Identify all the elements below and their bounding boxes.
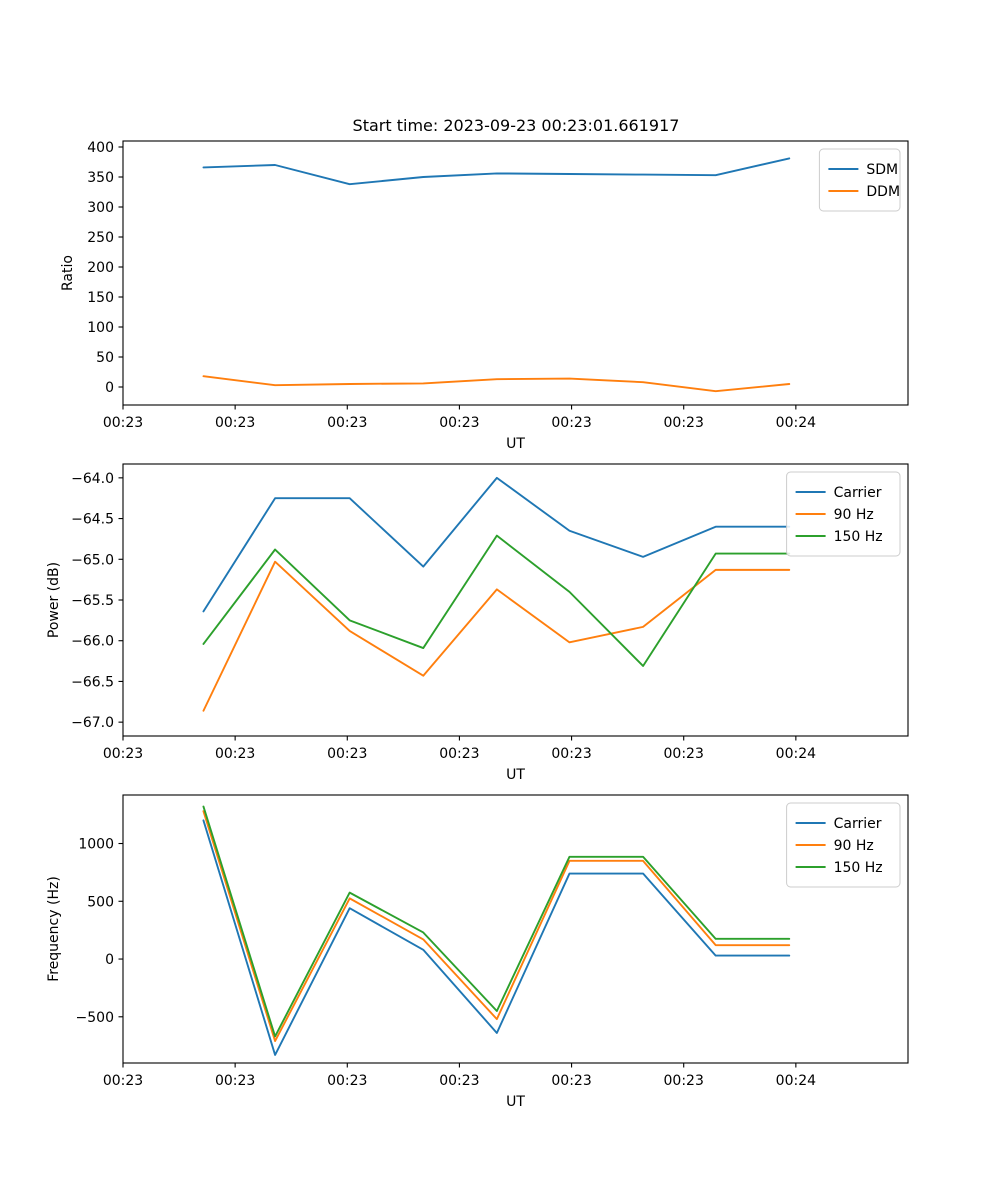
- y-tick-label: 400: [87, 140, 114, 156]
- y-tick-label: 250: [87, 230, 114, 246]
- x-tick-label: 00:23: [103, 746, 143, 762]
- page-title: Start time: 2023-09-23 00:23:01.661917: [353, 116, 680, 135]
- legend-label-150-hz[interactable]: 150 Hz: [834, 860, 883, 876]
- y-axis-label: Power (dB): [46, 562, 62, 638]
- x-tick-label: 00:23: [551, 415, 591, 431]
- series-line-150-hz: [202, 534, 791, 667]
- axes-frame: [122, 140, 909, 406]
- x-tick-label: 00:24: [776, 746, 816, 762]
- x-tick-label: 00:23: [103, 415, 143, 431]
- legend-label-sdm[interactable]: SDM: [866, 162, 898, 178]
- y-axis-label: Ratio: [60, 255, 76, 291]
- legend-label-150-hz[interactable]: 150 Hz: [834, 529, 883, 545]
- series-line-90-hz: [202, 560, 791, 712]
- series-line-sdm: [202, 157, 791, 186]
- x-tick-label: 00:23: [439, 1073, 479, 1089]
- y-tick-label: −64.5: [71, 512, 114, 528]
- x-tick-label: 00:23: [664, 415, 704, 431]
- x-axis-label: UT: [506, 1094, 525, 1110]
- y-tick-label: 0: [105, 380, 114, 396]
- series-line-ddm: [202, 375, 791, 393]
- panel-power-canvas: −67.0 −66.5 −66.0 −65.5 −65.0 −64.5 −64.0 00:23…: [46, 463, 909, 783]
- panel-ratio-plot: 0 50 100 150 200 250 300 350 400 00:23 00:23 00:23 0…: [60, 140, 909, 452]
- panel-frequency-canvas: −500 0 500 1000 00:23 00:23 00:23 00:23 00:23 00:…: [46, 794, 909, 1110]
- x-axis-label: UT: [506, 767, 525, 783]
- y-tick-label: 100: [87, 320, 114, 336]
- legend-label-carrier[interactable]: Carrier: [834, 485, 882, 501]
- legend-label-ddm[interactable]: DDM: [866, 184, 900, 200]
- axes-frame: [122, 794, 909, 1064]
- x-tick-label: 00:23: [551, 746, 591, 762]
- y-tick-label: 150: [87, 290, 114, 306]
- panel-frequency-plot: −500 0 500 1000 00:23 00:23 00:23 00:23 00:23 00:…: [46, 794, 909, 1110]
- legend-label-90-hz[interactable]: 90 Hz: [834, 838, 874, 854]
- series-line-90-hz: [202, 810, 791, 1042]
- y-tick-label: 300: [87, 200, 114, 216]
- x-axis-label: UT: [506, 436, 525, 452]
- x-tick-label: 00:23: [439, 415, 479, 431]
- y-tick-label: 350: [87, 170, 114, 186]
- series-line-150-hz: [202, 805, 791, 1038]
- y-tick-label: 50: [96, 350, 114, 366]
- y-tick-label: −67.0: [71, 715, 114, 731]
- series-line-carrier: [202, 476, 791, 613]
- y-tick-label: 200: [87, 260, 114, 276]
- x-tick-label: 00:23: [327, 1073, 367, 1089]
- x-tick-label: 00:23: [327, 746, 367, 762]
- y-tick-label: 1000: [78, 837, 114, 853]
- panel-power: −67.0 −66.5 −66.0 −65.5 −65.0 −64.5 −64.0 00:23…: [0, 440, 1000, 785]
- x-tick-label: 00:23: [664, 746, 704, 762]
- panel-ratio: Start time: 2023-09-23 00:23:01.661917 0…: [0, 100, 1000, 455]
- x-tick-label: 00:23: [215, 415, 255, 431]
- panel-frequency: −500 0 500 1000 00:23 00:23 00:23 00:23 00:23 00:…: [0, 770, 1000, 1120]
- y-tick-label: 0: [105, 952, 114, 968]
- legend-box: [818, 148, 901, 212]
- x-tick-label: 00:23: [103, 1073, 143, 1089]
- legend-box: [786, 802, 901, 888]
- x-tick-label: 00:23: [439, 746, 479, 762]
- x-tick-label: 00:23: [327, 415, 367, 431]
- legend-label-carrier[interactable]: Carrier: [834, 816, 882, 832]
- panel-power-plot: −67.0 −66.5 −66.0 −65.5 −65.0 −64.5 −64.0 00:23…: [46, 463, 909, 783]
- legend-label-90-hz[interactable]: 90 Hz: [834, 507, 874, 523]
- y-tick-label: −500: [76, 1010, 114, 1026]
- x-tick-label: 00:24: [776, 415, 816, 431]
- y-tick-label: −66.5: [71, 674, 114, 690]
- legend-box: [786, 471, 901, 557]
- y-tick-label: −65.0: [71, 552, 114, 568]
- x-tick-label: 00:23: [215, 1073, 255, 1089]
- x-tick-label: 00:24: [776, 1073, 816, 1089]
- y-tick-label: 500: [87, 894, 114, 910]
- series-line-carrier: [202, 819, 791, 1056]
- x-tick-label: 00:23: [215, 746, 255, 762]
- x-tick-label: 00:23: [664, 1073, 704, 1089]
- y-axis-label: Frequency (Hz): [46, 876, 62, 982]
- panel-ratio-canvas: Start time: 2023-09-23 00:23:01.661917 0…: [60, 116, 909, 452]
- y-tick-label: −64.0: [71, 471, 114, 487]
- y-tick-label: −66.0: [71, 634, 114, 650]
- x-tick-label: 00:23: [551, 1073, 591, 1089]
- y-tick-label: −65.5: [71, 593, 114, 609]
